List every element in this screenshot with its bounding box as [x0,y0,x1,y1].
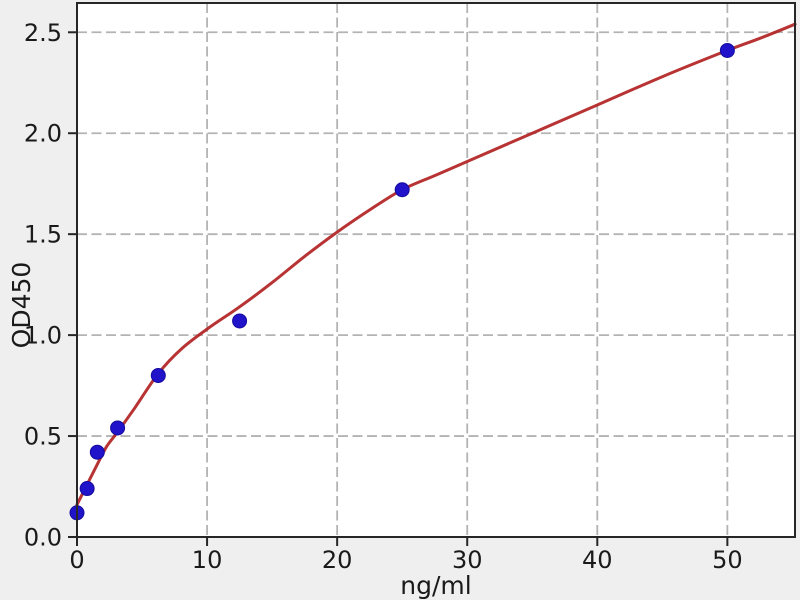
x-tick-label: 20 [322,546,353,574]
y-tick-label: 1.5 [24,221,62,249]
y-tick-label: 2.0 [24,120,62,148]
x-tick-label: 0 [69,546,84,574]
data-point [79,481,95,497]
tick-labels-layer: 0 10 20 30 40 50 0.0 0.5 1.0 1.5 2.0 2.5 [24,19,743,574]
data-point [150,367,166,383]
ticks-layer [68,31,729,546]
data-point [394,182,410,198]
y-tick-label: 0.0 [24,524,62,552]
data-point [110,420,126,436]
x-tick-label: 50 [712,546,743,574]
data-point [719,42,735,58]
axes-spines [76,2,796,538]
fit-curve-line [75,22,797,507]
x-axis-label: ng/ml [400,571,471,600]
y-tick-label: 2.5 [24,19,62,47]
y-axis-label: OD450 [7,262,36,349]
y-tick-label: 0.5 [24,423,62,451]
x-tick-label: 30 [452,546,483,574]
plot-area [77,3,795,537]
x-tick-label: 40 [582,546,613,574]
data-point [89,444,105,460]
data-point [232,313,248,329]
x-tick-label: 10 [192,546,223,574]
y-tick-label: 1.0 [24,322,62,350]
